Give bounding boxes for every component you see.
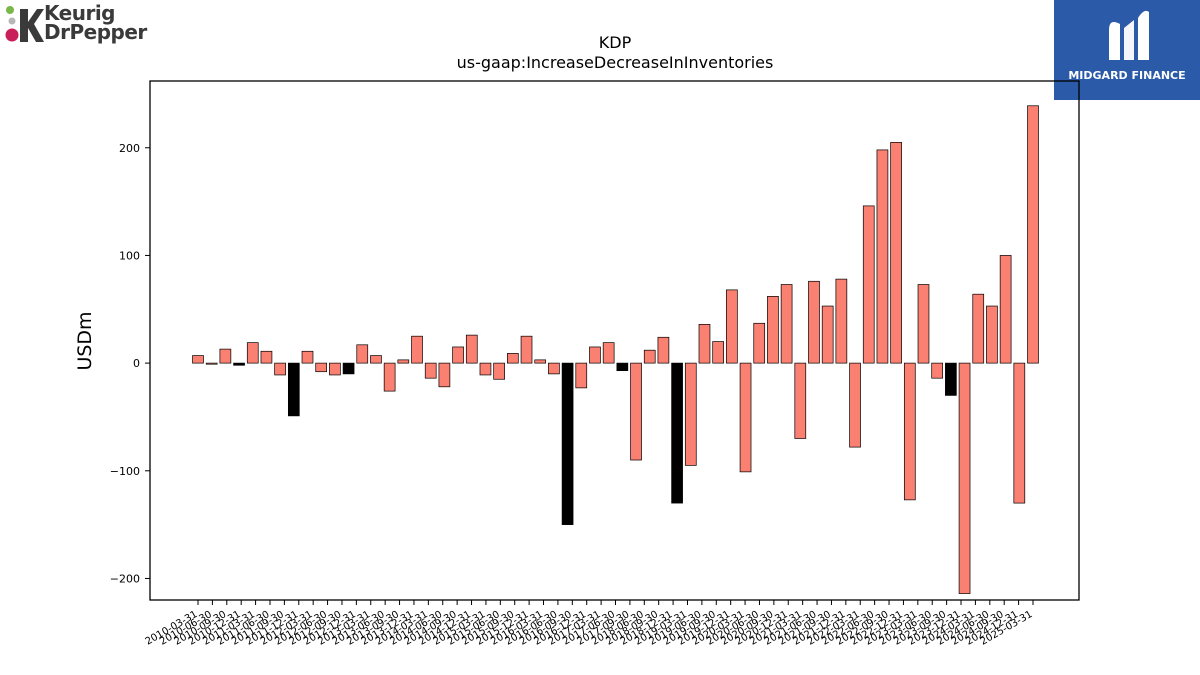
bar	[438, 362, 451, 388]
bar	[999, 255, 1012, 364]
chart-subtitle: us-gaap:IncreaseDecreaseInInventories	[457, 53, 774, 72]
bar	[972, 293, 985, 364]
bar	[616, 362, 629, 371]
bar	[274, 362, 286, 376]
bar	[452, 346, 464, 364]
bar	[835, 278, 848, 364]
bar	[671, 362, 683, 504]
bar	[219, 348, 232, 364]
bar	[329, 362, 341, 376]
bar	[726, 289, 738, 364]
bar	[876, 149, 889, 364]
bar	[507, 353, 519, 364]
bar	[849, 362, 861, 448]
bar	[986, 305, 998, 364]
bar	[287, 362, 300, 417]
x-axis-ticks: 2010-03-312010-06-302010-09-302010-12-31…	[144, 600, 1035, 648]
publisher-logo-text: MIDGARD FINANCE	[1068, 69, 1186, 82]
bar	[903, 362, 916, 501]
bars-group	[192, 105, 1039, 594]
plot-frame	[149, 80, 1080, 601]
bar	[205, 362, 218, 365]
bar	[411, 335, 423, 364]
bar	[931, 362, 944, 379]
bar	[370, 355, 382, 364]
bar	[684, 362, 697, 466]
bar	[493, 362, 505, 380]
bar	[630, 362, 642, 461]
company-logo-line2: DrPepper	[44, 20, 147, 44]
bar	[602, 342, 615, 364]
bar	[356, 344, 369, 364]
y-tick-label: 0	[133, 357, 140, 370]
bar	[383, 362, 396, 392]
y-tick-label: −100	[110, 465, 140, 478]
bar	[821, 305, 834, 364]
bar	[890, 142, 902, 364]
bar	[1027, 105, 1039, 364]
bar	[260, 350, 273, 364]
bar	[233, 362, 245, 366]
bar	[945, 362, 957, 396]
bar	[315, 362, 328, 373]
bar	[301, 350, 314, 364]
y-tick-label: −200	[110, 572, 140, 585]
bar	[958, 362, 971, 594]
bar	[739, 362, 752, 473]
bar	[575, 362, 588, 389]
bar	[246, 342, 259, 364]
bar	[794, 362, 807, 439]
company-logo-line1: Keurig	[44, 1, 115, 25]
bar	[808, 280, 820, 364]
bar	[561, 362, 574, 525]
bar	[643, 349, 656, 364]
bar	[917, 284, 930, 364]
bar	[862, 205, 875, 364]
bar	[780, 284, 793, 364]
bar	[1013, 362, 1026, 504]
bar	[342, 362, 355, 375]
bar	[465, 334, 478, 364]
bar	[534, 359, 547, 364]
bar	[589, 346, 601, 364]
bar	[397, 359, 410, 364]
bar	[424, 362, 437, 379]
company-logo-wordmark: Keurig DrPepper	[44, 1, 147, 44]
chart-title: KDP	[599, 33, 632, 52]
bar	[767, 296, 779, 364]
y-tick-label: 200	[119, 142, 140, 155]
y-axis-ticks: −200 −100 0 100 200	[110, 142, 150, 585]
bar	[479, 362, 492, 376]
bar	[548, 362, 560, 375]
publisher-logo: MIDGARD FINANCE	[1054, 0, 1200, 100]
y-axis-label: USDm	[74, 311, 96, 370]
company-logo: Keurig DrPepper	[4, 1, 154, 48]
bar	[712, 341, 724, 364]
bar	[520, 335, 533, 364]
bar	[698, 324, 711, 364]
y-tick-label: 100	[119, 249, 140, 262]
bar	[192, 355, 204, 364]
publisher-logo-mark	[1109, 10, 1149, 60]
company-logo-mark	[5, 6, 44, 42]
bar	[657, 336, 670, 364]
bar	[753, 322, 766, 364]
